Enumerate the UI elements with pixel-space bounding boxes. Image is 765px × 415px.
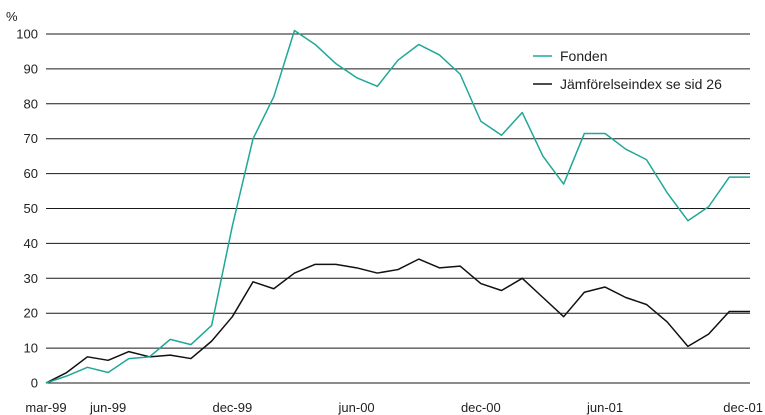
- y-tick-label: 70: [24, 131, 38, 146]
- x-tick-label: jun-00: [338, 400, 375, 415]
- legend-label-jamforelseindex: Jämförelseindex se sid 26: [560, 76, 722, 92]
- x-tick-label: jun-99: [89, 400, 126, 415]
- series-line-fonden: [45, 29, 750, 384]
- x-tick-label: dec-00: [461, 400, 501, 415]
- series-layer: [45, 29, 750, 384]
- x-tick-label: dec-99: [212, 400, 252, 415]
- y-tick-label: 30: [24, 271, 38, 286]
- grid-layer: [46, 33, 750, 384]
- y-unit-label: %: [6, 9, 18, 24]
- y-axis-ticks: 0 10 20 30 40 50 60 70 80 90 100: [16, 27, 38, 391]
- x-axis-ticks: mar-99 jun-99 dec-99 jun-00 dec-00 jun-01 dec-…: [25, 400, 763, 415]
- x-tick-label: dec-01: [723, 400, 763, 415]
- y-tick-label: 80: [24, 96, 38, 111]
- legend-label-fonden: Fonden: [560, 48, 607, 64]
- y-tick-label: 20: [24, 306, 38, 321]
- y-tick-label: 60: [24, 166, 38, 181]
- y-tick-label: 40: [24, 236, 38, 251]
- y-tick-label: 90: [24, 61, 38, 76]
- y-tick-label: 10: [24, 341, 38, 356]
- y-tick-label: 0: [31, 376, 38, 391]
- series-line-jamforelseindex: [45, 258, 750, 384]
- y-tick-label: 100: [16, 27, 38, 42]
- x-tick-label: mar-99: [25, 400, 66, 415]
- legend: Fonden Jämförelseindex se sid 26: [533, 48, 722, 92]
- y-tick-label: 50: [24, 201, 38, 216]
- x-tick-label: jun-01: [586, 400, 623, 415]
